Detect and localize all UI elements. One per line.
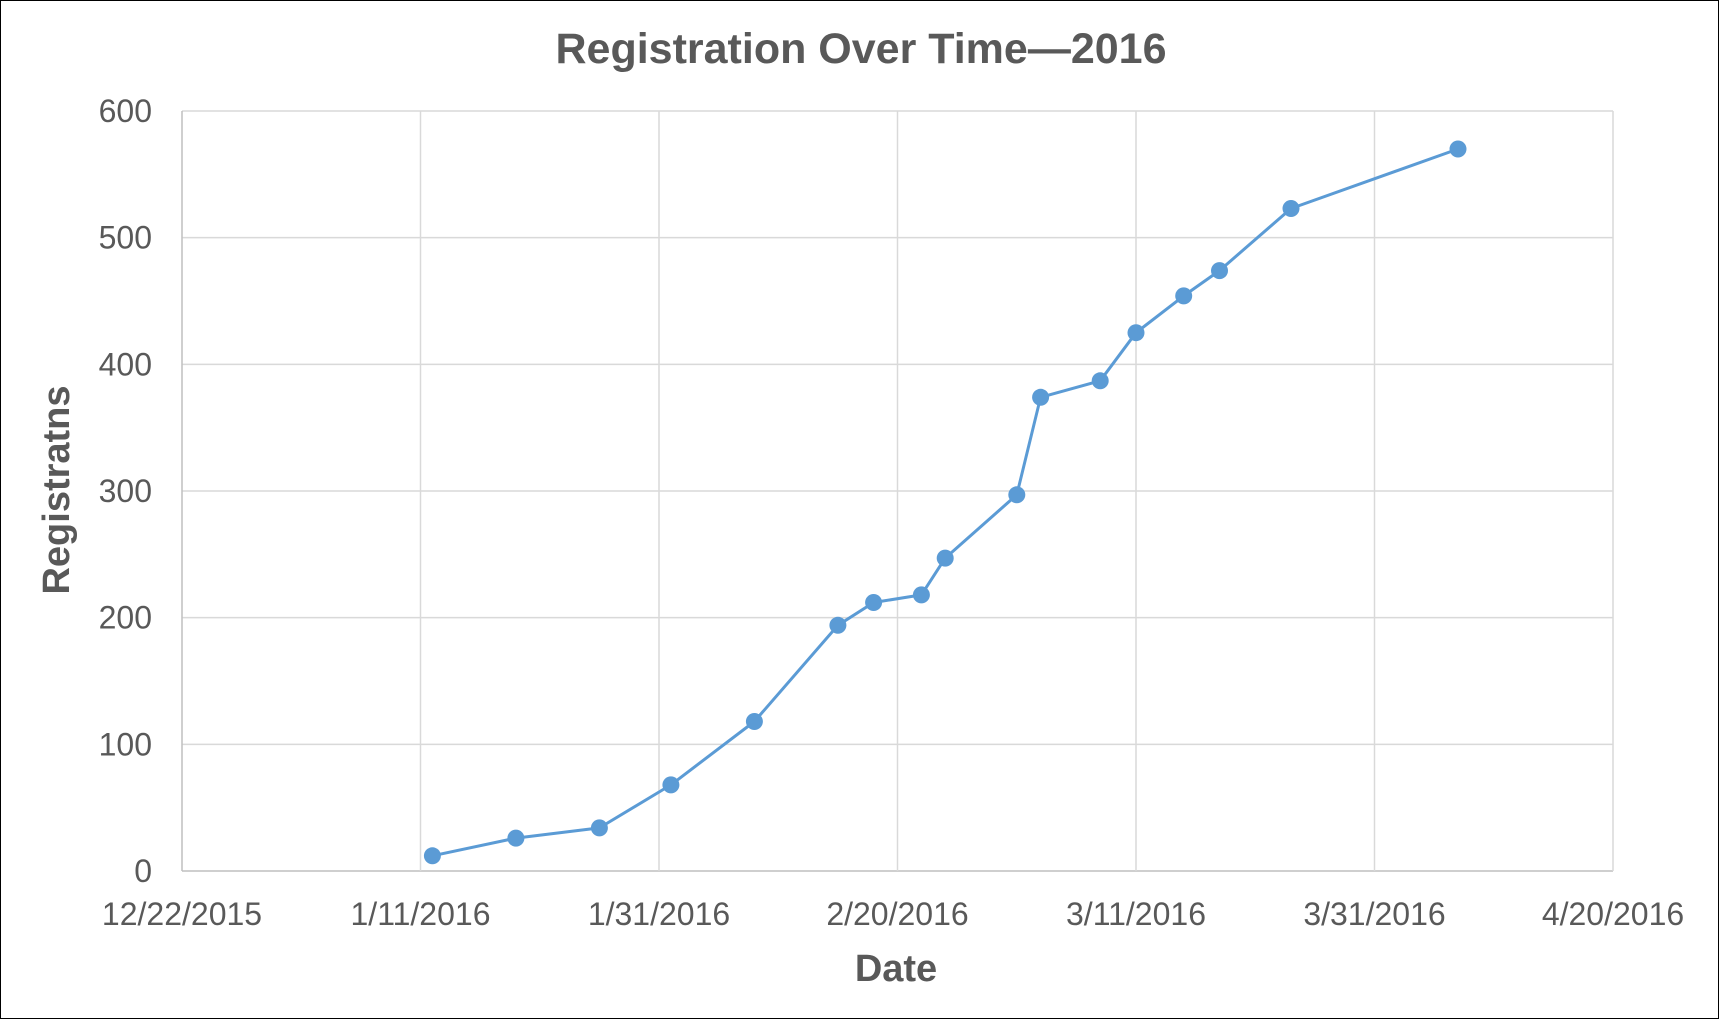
data-point bbox=[1449, 140, 1467, 158]
y-tick-label: 0 bbox=[134, 853, 152, 889]
data-point bbox=[829, 616, 847, 634]
y-tick-label: 500 bbox=[99, 220, 152, 256]
data-point bbox=[590, 819, 608, 837]
x-tick-label: 2/20/2016 bbox=[826, 896, 968, 932]
data-point bbox=[865, 594, 883, 611]
x-axis-title: Date bbox=[855, 948, 937, 990]
data-point bbox=[1091, 372, 1109, 390]
y-axis-title: Registratns bbox=[36, 385, 78, 594]
data-point bbox=[1032, 388, 1050, 406]
series-line bbox=[432, 147, 1459, 858]
gridlines bbox=[181, 110, 1614, 872]
data-point bbox=[1175, 287, 1193, 305]
x-tick-label: 1/31/2016 bbox=[588, 896, 730, 932]
x-tick-label: 3/31/2016 bbox=[1303, 896, 1445, 932]
data-point bbox=[662, 776, 680, 794]
data-point bbox=[1282, 200, 1300, 217]
x-tick-label: 3/11/2016 bbox=[1066, 896, 1206, 932]
data-point bbox=[745, 713, 763, 730]
chart-title: Registration Over Time—2016 bbox=[555, 25, 1166, 73]
y-tick-label: 100 bbox=[99, 726, 152, 762]
series-layer bbox=[423, 140, 1467, 865]
y-tick-label: 300 bbox=[99, 473, 152, 509]
data-point bbox=[1211, 262, 1228, 280]
data-point bbox=[936, 549, 954, 567]
x-tick-label: 12/22/2015 bbox=[102, 896, 262, 932]
tick-labels: 0 100 200 300 400 500 600 12/22/2015 1/11/2016 1/… bbox=[99, 93, 1685, 932]
x-tick-label: 4/20/2016 bbox=[1542, 896, 1684, 932]
data-point bbox=[912, 586, 930, 604]
data-point bbox=[507, 829, 525, 847]
y-tick-label: 600 bbox=[99, 93, 152, 129]
y-tick-label: 400 bbox=[99, 346, 152, 382]
data-point bbox=[1127, 324, 1145, 342]
x-tick-label: 1/11/2016 bbox=[351, 896, 491, 932]
y-tick-label: 200 bbox=[99, 600, 152, 636]
data-point bbox=[1008, 486, 1026, 504]
data-point bbox=[423, 847, 441, 865]
